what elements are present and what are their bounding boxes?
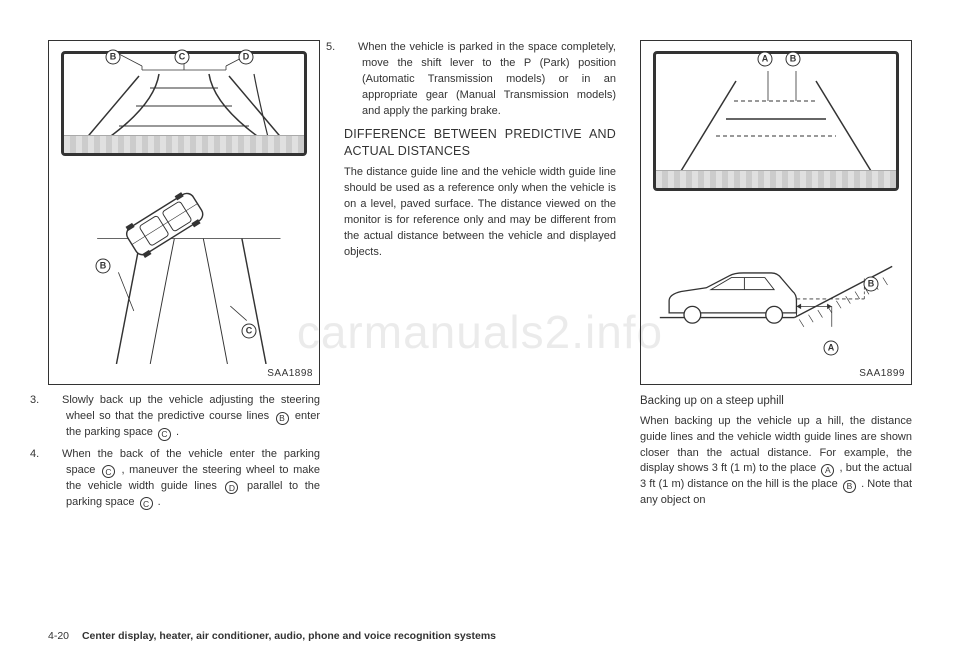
middle-column: 5.When the vehicle is parked in the spac…: [344, 40, 616, 580]
badge-b-bottom: B: [96, 259, 111, 274]
badge-c-top: C: [175, 50, 190, 65]
step-3: 3.Slowly back up the vehicle adjusting t…: [48, 393, 320, 441]
ground-band: [64, 135, 304, 153]
inline-badge-c: C: [158, 428, 171, 441]
badge-b-top-r: B: [786, 52, 801, 67]
parking-diagram: B C: [49, 171, 319, 364]
inline-badge-b2: B: [843, 480, 856, 493]
side-view: A B: [641, 206, 911, 364]
mid-para: The distance guide line and the vehicle …: [344, 165, 616, 261]
step-5: 5.When the vehicle is parked in the spac…: [344, 40, 616, 120]
step5-a: When the vehicle is parked in the space …: [358, 41, 616, 117]
inline-badge-d: D: [225, 481, 238, 494]
manual-page: B C D: [0, 0, 960, 664]
mid-heading: DIFFERENCE BETWEEN PREDICTIVE AND ACTUAL…: [344, 126, 616, 160]
figure-left: B C D: [48, 40, 320, 385]
fig-caption-right: SAA1899: [859, 367, 905, 382]
badge-a-side: A: [824, 341, 839, 356]
step4-d: .: [155, 496, 161, 508]
badge-b-side: B: [864, 277, 879, 292]
page-footer: 4-20 Center display, heater, air conditi…: [48, 630, 496, 642]
page-number: 4-20: [48, 630, 69, 642]
step4-num: 4.: [48, 447, 62, 463]
badge-c-bottom: C: [242, 324, 257, 339]
badge-a-top: A: [758, 52, 773, 67]
inline-badge-c3: C: [140, 497, 153, 510]
fig-caption-left: SAA1898: [267, 367, 313, 382]
section-title: Center display, heater, air conditioner,…: [82, 630, 496, 642]
guide-lines-right: [656, 54, 896, 188]
step3-c: .: [173, 426, 179, 438]
steps-left: 3.Slowly back up the vehicle adjusting t…: [48, 393, 320, 511]
figure-right: A B: [640, 40, 912, 385]
badge-b-top: B: [106, 50, 121, 65]
right-subheading: Backing up on a steep uphill: [640, 393, 912, 410]
inline-badge-b: B: [276, 412, 289, 425]
monitor-view-left: [61, 51, 307, 156]
inline-badge-a: A: [821, 464, 834, 477]
ground-band-right: [656, 170, 896, 188]
columns: B C D: [48, 40, 912, 580]
step3-num: 3.: [48, 393, 62, 409]
inline-badge-c2: C: [102, 465, 115, 478]
steps-mid: 5.When the vehicle is parked in the spac…: [344, 40, 616, 120]
monitor-view-right: [653, 51, 899, 191]
right-para: When backing up the vehicle up a hill, t…: [640, 414, 912, 510]
left-column: B C D: [48, 40, 320, 580]
right-column: A B: [640, 40, 912, 580]
step5-num: 5.: [344, 40, 358, 56]
step-4: 4.When the back of the vehicle enter the…: [48, 447, 320, 511]
badge-d-top: D: [239, 50, 254, 65]
